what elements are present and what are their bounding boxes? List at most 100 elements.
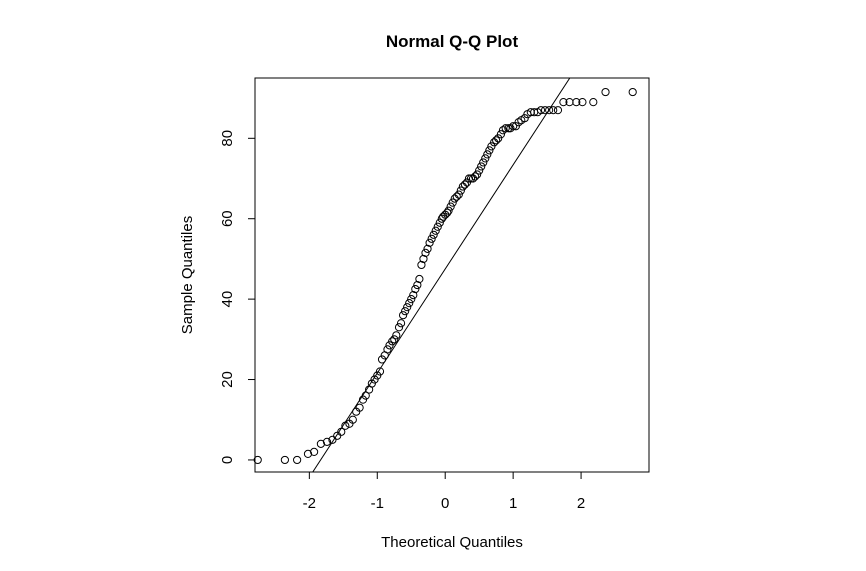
x-tick-label: 1 xyxy=(509,495,517,512)
data-point xyxy=(385,341,394,350)
data-point xyxy=(377,355,387,364)
data-point xyxy=(358,395,368,404)
data-point xyxy=(494,134,503,143)
data-point xyxy=(415,274,424,284)
data-point xyxy=(390,335,399,344)
y-tick-label: 60 xyxy=(219,210,236,227)
x-tick-label: -2 xyxy=(303,495,316,512)
data-point xyxy=(466,174,476,183)
data-point xyxy=(423,244,432,253)
data-point xyxy=(337,427,346,436)
data-point xyxy=(417,260,426,270)
data-point xyxy=(456,186,465,195)
data-point xyxy=(433,222,442,231)
data-point xyxy=(411,284,420,294)
y-axis-label: Sample Quantiles xyxy=(179,216,196,334)
reference-line xyxy=(312,78,571,472)
x-axis: -2 -1 0 1 2 xyxy=(303,471,585,512)
data-point xyxy=(398,311,408,320)
data-point xyxy=(401,307,410,316)
data-point xyxy=(310,447,319,456)
data-point xyxy=(477,162,486,171)
data-point xyxy=(435,218,444,227)
data-point xyxy=(559,98,568,107)
data-point xyxy=(443,208,452,217)
data-point xyxy=(454,190,463,199)
data-point xyxy=(601,87,610,97)
data-point xyxy=(448,198,457,207)
y-tick-label: 80 xyxy=(219,130,236,147)
data-point xyxy=(439,212,448,221)
data-point xyxy=(589,98,598,107)
data-point xyxy=(460,180,470,189)
data-point xyxy=(452,192,461,201)
data-point xyxy=(483,150,492,159)
data-point xyxy=(396,319,406,328)
data-point xyxy=(253,455,262,465)
data-point xyxy=(578,98,587,107)
x-axis-label: Theoretical Quantiles xyxy=(381,534,523,551)
data-point xyxy=(303,449,313,459)
data-point xyxy=(504,124,513,133)
data-point xyxy=(341,421,350,430)
data-point xyxy=(388,337,397,346)
data-point xyxy=(280,455,289,465)
data-point xyxy=(413,280,422,290)
data-point xyxy=(479,158,488,167)
y-tick-label: 40 xyxy=(219,291,236,308)
data-point xyxy=(506,124,515,133)
data-point xyxy=(470,172,480,181)
data-point xyxy=(485,146,494,155)
data-point xyxy=(392,331,401,340)
data-point xyxy=(549,106,558,115)
data-point xyxy=(628,87,637,97)
data-point xyxy=(407,295,416,304)
data-point xyxy=(444,206,453,215)
data-point xyxy=(409,291,418,300)
data-point xyxy=(328,435,337,444)
y-tick-label: 0 xyxy=(219,456,236,464)
data-point xyxy=(475,166,484,175)
data-point xyxy=(427,234,436,243)
data-point xyxy=(429,230,438,239)
data-point xyxy=(520,114,529,123)
data-point xyxy=(375,367,385,376)
data-point xyxy=(333,431,342,440)
data-point xyxy=(501,124,510,133)
chart-title: Normal Q-Q Plot xyxy=(386,32,519,51)
points-group xyxy=(253,87,637,465)
data-point xyxy=(511,122,520,131)
data-point xyxy=(348,415,357,424)
data-point xyxy=(540,106,550,115)
x-tick-label: 2 xyxy=(577,495,585,512)
data-point xyxy=(322,437,332,446)
data-point xyxy=(431,226,440,235)
y-axis: 0 20 40 60 80 xyxy=(219,130,256,464)
data-point xyxy=(487,142,496,151)
data-point xyxy=(361,391,370,400)
data-point xyxy=(509,122,518,131)
data-point xyxy=(446,202,455,211)
plot-frame xyxy=(254,77,650,473)
data-point xyxy=(419,254,428,264)
data-point xyxy=(496,130,506,139)
data-point xyxy=(421,248,430,257)
data-point xyxy=(514,118,523,127)
data-point xyxy=(293,455,302,465)
data-point xyxy=(403,303,412,312)
data-point xyxy=(373,371,382,380)
y-tick-label: 20 xyxy=(219,371,236,388)
data-point xyxy=(425,238,434,247)
data-point xyxy=(553,106,563,115)
data-point xyxy=(536,106,546,115)
data-point xyxy=(367,379,376,388)
data-point xyxy=(473,170,482,179)
data-point xyxy=(464,174,474,183)
data-point xyxy=(316,439,325,448)
data-point xyxy=(405,299,414,308)
data-point xyxy=(355,403,364,412)
data-point xyxy=(370,375,379,384)
data-point xyxy=(481,154,490,163)
x-tick-label: -1 xyxy=(371,495,384,512)
